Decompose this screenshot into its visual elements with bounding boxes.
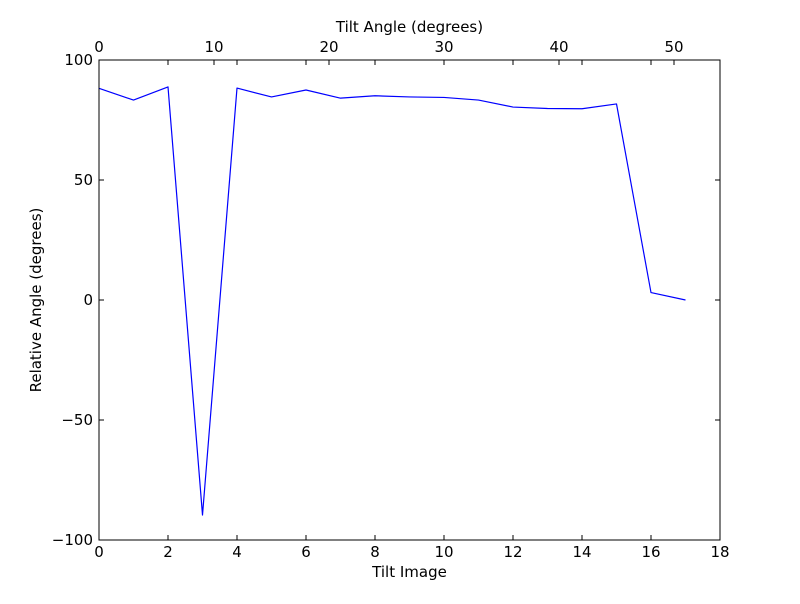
- x2-tick-label: 30: [434, 38, 453, 56]
- x-tick-label: 16: [641, 543, 660, 561]
- x-tick-label: 18: [710, 543, 729, 561]
- x2-tick-label: 40: [549, 38, 568, 56]
- x-axis-label: Tilt Image: [371, 563, 447, 581]
- x-tick-label: 8: [370, 543, 380, 561]
- x-tick-label: 14: [572, 543, 591, 561]
- x2-axis-label: Tilt Angle (degrees): [335, 18, 483, 36]
- x-tick-label: 2: [163, 543, 173, 561]
- x-tick-label: 4: [232, 543, 242, 561]
- y-tick-label: −100: [52, 531, 93, 549]
- x-tick-label: 0: [94, 543, 104, 561]
- y-axis-label: Relative Angle (degrees): [27, 208, 45, 393]
- series-layer: [98, 86, 686, 516]
- x2-tick-label: 50: [664, 38, 683, 56]
- x2-tick-label: 0: [94, 38, 104, 56]
- y-tick-label: 100: [64, 51, 93, 69]
- plot-frame: [98, 59, 721, 541]
- y-tick-label: 0: [83, 291, 93, 309]
- x-tick-label: 6: [301, 543, 311, 561]
- x-tick-label: 10: [434, 543, 453, 561]
- series-line-0: [98, 86, 686, 516]
- y-tick-label: −50: [61, 411, 93, 429]
- labels-layer: 0 2 4 6 8 10 12 14 16 18 0 10 20 30 40 50 −100 −50 0 50 100: [52, 38, 730, 561]
- x2-tick-label: 10: [204, 38, 223, 56]
- ticks-layer: [98, 59, 721, 541]
- x-tick-label: 12: [503, 543, 522, 561]
- x2-tick-label: 20: [319, 38, 338, 56]
- y-tick-label: 50: [74, 171, 93, 189]
